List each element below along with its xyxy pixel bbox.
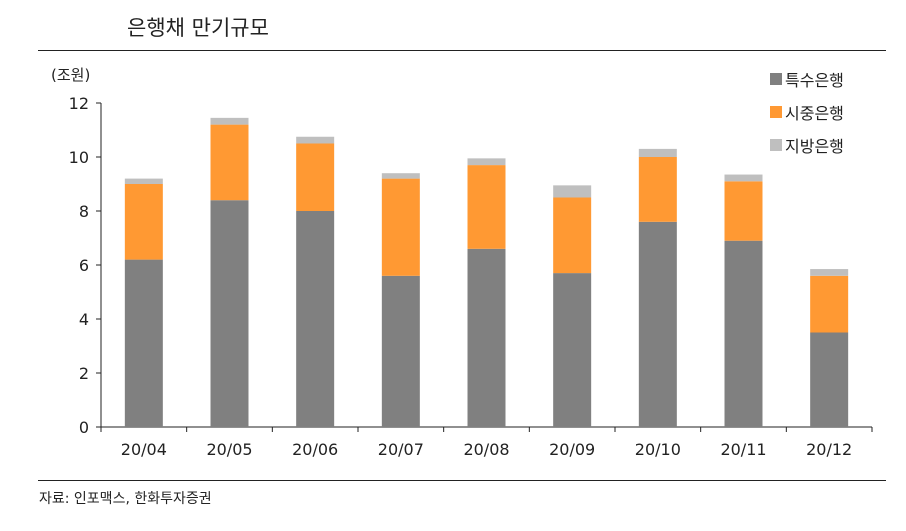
bar-segment bbox=[553, 273, 592, 427]
bar-segment bbox=[553, 197, 592, 274]
bar-segment bbox=[210, 117, 249, 125]
y-tick-label: 4 bbox=[79, 310, 89, 329]
bar-segment bbox=[124, 184, 163, 260]
legend-swatch-icon bbox=[770, 105, 782, 118]
legend-item-regional-banks: 지방은행 bbox=[770, 128, 844, 161]
y-tick-label: 2 bbox=[79, 364, 89, 383]
y-tick-label: 12 bbox=[69, 94, 89, 113]
legend-label: 특수은행 bbox=[785, 70, 844, 90]
bar-segment bbox=[810, 269, 849, 276]
legend-item-special-banks: 특수은행 bbox=[770, 62, 844, 95]
y-tick-label: 10 bbox=[69, 148, 89, 167]
bar-segment bbox=[810, 332, 849, 427]
x-tick-label: 20/04 bbox=[121, 440, 167, 459]
legend-label: 시중은행 bbox=[785, 103, 844, 123]
x-tick-label: 20/12 bbox=[806, 440, 852, 459]
bar-segment bbox=[724, 181, 763, 241]
legend-item-commercial-banks: 시중은행 bbox=[770, 95, 844, 128]
bar-segment bbox=[467, 248, 506, 427]
legend-swatch-icon bbox=[770, 72, 782, 85]
bar-segment bbox=[467, 165, 506, 249]
bar-segment bbox=[810, 275, 849, 333]
x-tick-label: 20/09 bbox=[549, 440, 595, 459]
bar-segment bbox=[638, 157, 677, 222]
x-tick-label: 20/10 bbox=[635, 440, 681, 459]
bar-segment bbox=[124, 259, 163, 427]
y-tick-label: 8 bbox=[79, 202, 89, 221]
bar-segment bbox=[381, 173, 420, 179]
bar-segment bbox=[296, 136, 335, 144]
bottom-divider bbox=[38, 480, 886, 481]
x-tick-label: 20/11 bbox=[720, 440, 766, 459]
bar-segment bbox=[724, 174, 763, 182]
x-tick-label: 20/06 bbox=[292, 440, 338, 459]
source-note: 자료: 인포맥스, 한화투자증권 bbox=[39, 491, 212, 507]
bar-segment bbox=[296, 211, 335, 427]
bar-segment bbox=[553, 185, 592, 198]
legend-swatch-icon bbox=[770, 138, 782, 151]
bar-segment bbox=[724, 240, 763, 427]
x-tick-label: 20/07 bbox=[378, 440, 424, 459]
top-divider bbox=[38, 50, 886, 51]
y-axis-unit-label: (조원) bbox=[51, 66, 91, 84]
bar-segment bbox=[124, 178, 163, 184]
bar-segment bbox=[381, 178, 420, 276]
x-tick-label: 20/05 bbox=[206, 440, 252, 459]
chart-title: 은행채 만기규모 bbox=[127, 16, 269, 40]
legend: 특수은행 시중은행 지방은행 bbox=[770, 62, 844, 161]
bar-segment bbox=[296, 143, 335, 211]
bar-segment bbox=[638, 221, 677, 427]
bar-segment bbox=[210, 200, 249, 427]
y-tick-label: 0 bbox=[79, 418, 89, 437]
x-tick-label: 20/08 bbox=[463, 440, 509, 459]
bar-segment bbox=[467, 158, 506, 166]
bar-segment bbox=[210, 124, 249, 201]
bar-segment bbox=[638, 148, 677, 157]
bar-segment bbox=[381, 275, 420, 427]
y-tick-label: 6 bbox=[79, 256, 89, 275]
legend-label: 지방은행 bbox=[785, 136, 844, 156]
